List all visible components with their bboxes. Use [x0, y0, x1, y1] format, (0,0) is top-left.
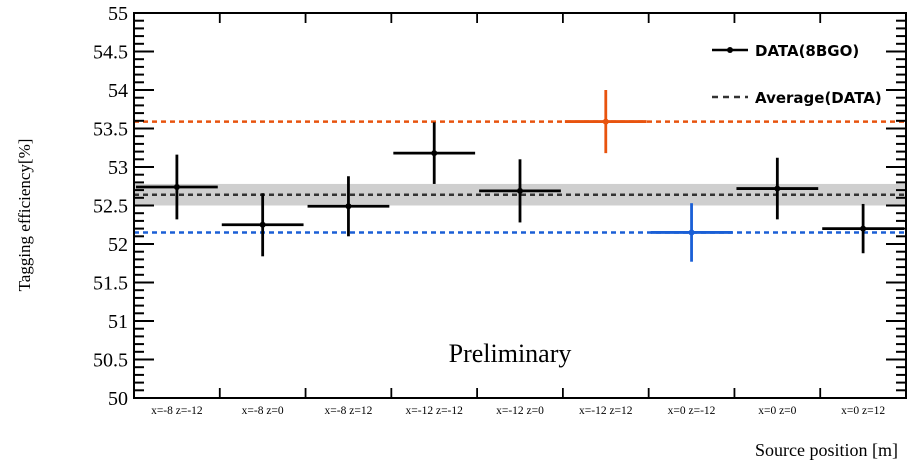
y-tick-label: 50.5	[93, 350, 128, 372]
legend-data-marker	[727, 47, 733, 53]
x-tick-label: x=-12 z=0	[496, 405, 544, 417]
x-tick-label: x=-8 z=12	[325, 405, 373, 417]
data-marker	[431, 150, 438, 157]
y-tick-label: 54.5	[93, 42, 128, 64]
legend: DATA(8BGO) Average(DATA)	[712, 42, 882, 107]
x-tick-label: x=-12 z=12	[579, 405, 633, 417]
y-tick-label: 55	[108, 3, 128, 25]
legend-average-label: Average(DATA)	[755, 89, 882, 107]
x-tick-label: x=0 z=0	[758, 405, 796, 417]
y-tick-label: 53.5	[93, 119, 128, 141]
y-tick-label: 52	[108, 234, 128, 256]
data-points-layer	[136, 90, 904, 262]
annotation-preliminary: Preliminary	[449, 339, 572, 368]
y-tick-label: 51	[108, 311, 128, 333]
x-tick-label: x=0 z=-12	[668, 405, 716, 417]
axes-layer	[133, 12, 907, 399]
x-tick-label: x=-8 z=0	[242, 405, 284, 417]
legend-data-label: DATA(8BGO)	[755, 42, 859, 60]
data-marker	[517, 187, 523, 194]
data-marker	[602, 118, 609, 125]
data-point-4	[393, 122, 476, 184]
data-point-7	[650, 203, 733, 262]
x-tick-label: x=-12 z=-12	[406, 405, 464, 417]
data-marker	[345, 203, 352, 210]
data-marker	[688, 229, 695, 236]
y-tick-label: 51.5	[93, 273, 128, 295]
data-marker	[259, 221, 266, 228]
data-marker	[860, 225, 867, 232]
x-axis-label: Source position [m]	[755, 440, 898, 460]
data-point-5	[479, 159, 561, 223]
data-point-6	[564, 90, 647, 154]
y-tick-label: 53	[108, 157, 128, 179]
tick-labels-layer: 50 50.5 51 51.5 52 52.5 53 53.5 54 54.5 55 x=-8 z=-…	[93, 3, 885, 417]
y-tick-label: 54	[108, 80, 128, 102]
data-point-9	[822, 203, 904, 254]
data-point-2	[221, 193, 304, 257]
data-point-3	[307, 176, 390, 237]
x-tick-label: x=-8 z=-12	[151, 405, 203, 417]
y-tick-label: 52.5	[93, 196, 128, 218]
data-point-8	[736, 157, 819, 220]
data-marker	[173, 184, 180, 191]
data-marker	[774, 185, 781, 192]
y-tick-label: 50	[108, 388, 128, 410]
data-point-1	[136, 154, 218, 220]
x-tick-label: x=0 z=12	[841, 405, 885, 417]
y-axis-label: Tagging efficiency[%]	[15, 139, 34, 292]
